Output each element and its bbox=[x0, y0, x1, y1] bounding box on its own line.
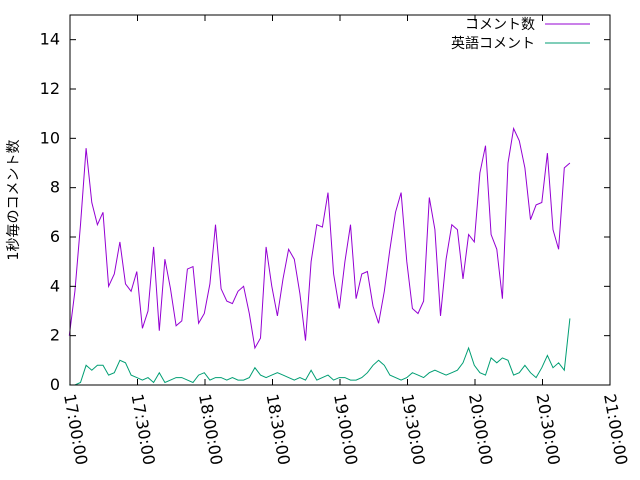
series-layer bbox=[68, 126, 571, 386]
x-tick-label: 20:00:00 bbox=[465, 392, 496, 466]
y-tick-label: 4 bbox=[50, 276, 60, 295]
x-tick-label: 21:00:00 bbox=[600, 392, 631, 466]
y-tick-label: 14 bbox=[40, 30, 60, 49]
legend-label: 英語コメント bbox=[451, 35, 535, 52]
x-tick-label: 18:00:00 bbox=[195, 392, 226, 466]
x-tick-label: 17:00:00 bbox=[60, 392, 91, 466]
x-tick-label: 17:30:00 bbox=[128, 392, 159, 466]
y-tick-label: 0 bbox=[50, 375, 60, 394]
y-tick-label: 10 bbox=[40, 128, 60, 147]
ticks-layer: 0 2 4 6 8 10 12 14 17:00:00 17:30:00 18:00:00 18:30… bbox=[40, 15, 631, 466]
x-tick-label: 18:30:00 bbox=[263, 392, 294, 466]
x-tick-label: 19:30:00 bbox=[398, 392, 429, 466]
axes-layer bbox=[69, 14, 611, 386]
y-tick-label: 6 bbox=[50, 227, 60, 246]
y-tick-label: 12 bbox=[40, 79, 60, 98]
y-tick-label: 2 bbox=[50, 326, 60, 345]
y-tick-label: 8 bbox=[50, 178, 60, 197]
x-tick-label: 19:00:00 bbox=[330, 392, 361, 466]
plot-frame bbox=[69, 14, 611, 386]
series-line-1 bbox=[68, 126, 571, 350]
legend-label: コメント数 bbox=[465, 17, 535, 33]
series-line-2 bbox=[69, 318, 571, 386]
x-tick-label: 20:30:00 bbox=[533, 392, 564, 466]
y-axis-label: 1秒毎のコメント数 bbox=[6, 140, 22, 261]
